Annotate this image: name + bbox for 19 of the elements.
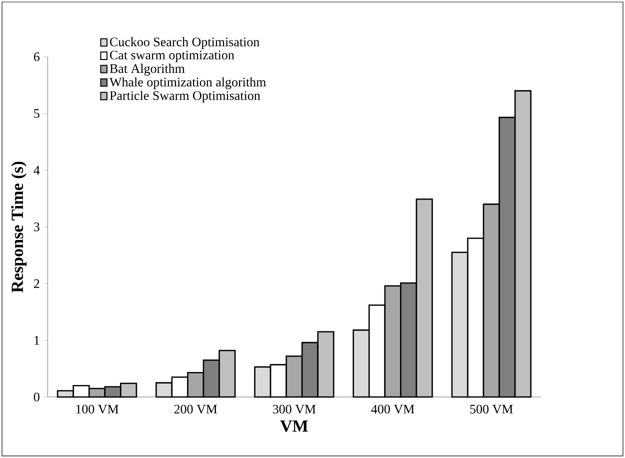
y-tick-label: 4: [34, 166, 40, 174]
legend-label: Particle Swarm Optimisation: [110, 90, 260, 103]
x-tick-label: 500 VM: [470, 404, 513, 414]
y-tick-label: 3: [34, 222, 40, 232]
x-tick-label: 200 VM: [174, 404, 218, 414]
y-tick-label: 5: [34, 109, 40, 118]
legend-label: Whale optimization algorithm: [109, 77, 266, 90]
legend-label: Bat Algorithm: [110, 64, 185, 76]
y-axis-title: Response Time (s): [11, 162, 27, 293]
x-axis-title: VM: [280, 420, 308, 432]
x-tick-label: 300 VM: [272, 404, 316, 414]
x-tick-label: 100 VM: [76, 404, 118, 414]
x-tick-label: 400 VM: [371, 404, 414, 414]
y-tick-label: 2: [34, 279, 40, 288]
y-tick-label: 0: [34, 392, 40, 402]
legend-label: Cat swarm optimization: [110, 50, 234, 62]
legend-label: Cuckoo Search Optimisation: [110, 37, 260, 49]
y-tick-label: 1: [34, 336, 40, 345]
y-tick-label: 6: [34, 52, 40, 62]
